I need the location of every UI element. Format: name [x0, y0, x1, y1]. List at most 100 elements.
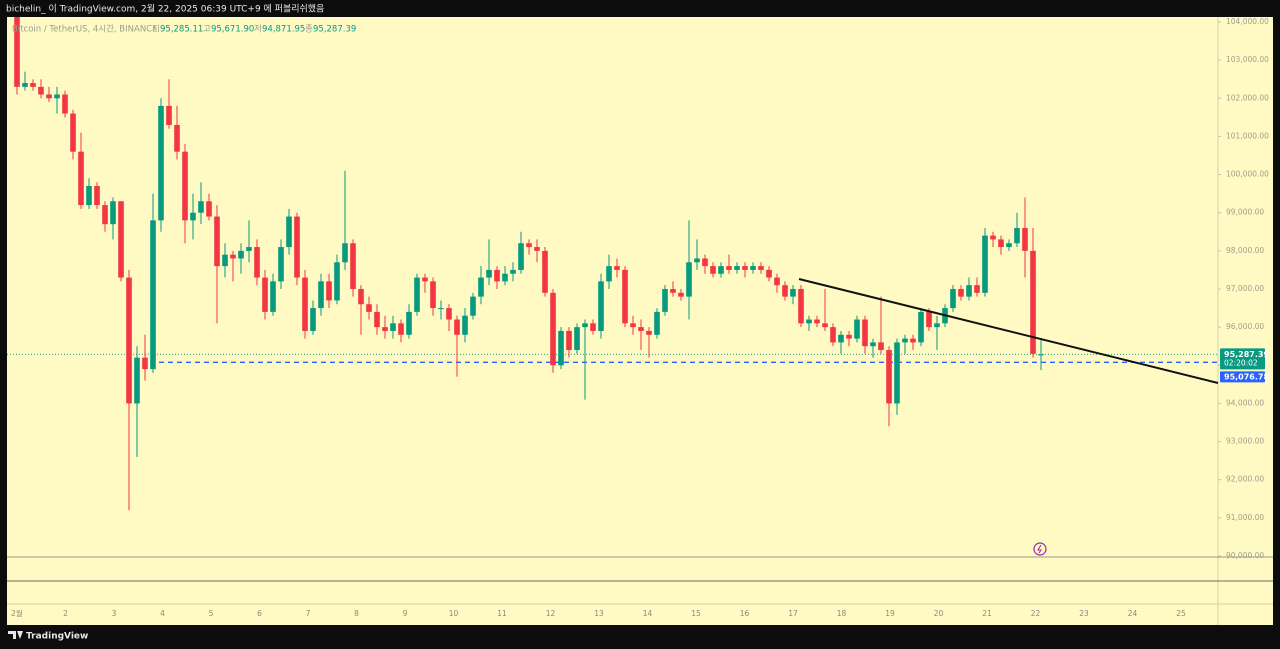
candle-body	[670, 289, 676, 293]
event-icon-bolt	[1037, 544, 1042, 554]
candle-body	[534, 247, 540, 251]
candle-body	[238, 250, 244, 259]
candle-body	[78, 151, 84, 206]
candle-body	[422, 277, 428, 282]
candle-body	[982, 235, 988, 293]
y-tick-label: 91,000.00	[1226, 513, 1264, 522]
candle-body	[510, 269, 516, 274]
candle-body	[838, 334, 844, 343]
candle-body	[446, 308, 452, 320]
ohlc-name: 시	[152, 25, 160, 35]
candle-body	[358, 289, 364, 305]
candle-body	[542, 250, 548, 293]
ohlc-value: 94,871.95	[262, 25, 305, 35]
candle-body	[342, 243, 348, 263]
candle-body	[742, 266, 748, 270]
ohlc-name: 고	[203, 25, 211, 35]
candle-body	[518, 243, 524, 270]
x-tick-label: 18	[837, 609, 847, 618]
x-tick-label: 17	[788, 609, 798, 618]
candle-body	[118, 201, 124, 278]
candle-body	[502, 273, 508, 282]
candle-body	[174, 124, 180, 152]
candle-body	[654, 311, 660, 335]
candle-body	[574, 327, 580, 351]
candle-body	[318, 281, 324, 309]
countdown: 02:20:02	[1224, 358, 1258, 367]
y-tick-label: 98,000.00	[1226, 246, 1264, 255]
candle-body	[966, 285, 972, 297]
candle-body	[1030, 250, 1036, 354]
candle-body	[494, 269, 500, 282]
candle-body	[1038, 354, 1044, 356]
candle-body	[326, 281, 332, 301]
candle-body	[630, 323, 636, 328]
candle-body	[814, 319, 820, 324]
header-text: bichelin_ 이 TradingView.com, 2월 22, 2025…	[6, 3, 324, 15]
candle-body	[398, 323, 404, 335]
support-box	[1220, 371, 1265, 383]
x-tick-label: 21	[982, 609, 992, 618]
candle-body	[286, 216, 292, 248]
candle-body	[862, 319, 868, 347]
candle-body	[166, 105, 172, 125]
candle-body	[782, 285, 788, 297]
ohlc-value: 95,287.39	[313, 25, 356, 35]
candle-body	[774, 277, 780, 286]
candle-body	[886, 350, 892, 404]
candle-body	[254, 247, 260, 278]
x-tick-label: 9	[403, 609, 408, 618]
x-tick-label: 6	[257, 609, 262, 618]
candle-body	[86, 186, 92, 206]
x-tick-label: 12	[546, 609, 556, 618]
candle-body	[54, 94, 60, 99]
last-price-label: 95,287.39	[1224, 350, 1269, 359]
candle-body	[846, 334, 852, 339]
candle-body	[190, 212, 196, 221]
candle-body	[462, 315, 468, 335]
candle-body	[222, 254, 228, 267]
candle-body	[430, 281, 436, 309]
x-tick-label: 11	[497, 609, 507, 618]
candle-body	[934, 323, 940, 328]
candle-body	[646, 330, 652, 335]
candle-body	[694, 258, 700, 263]
x-tick-label: 4	[160, 609, 165, 618]
candle-body	[46, 94, 52, 99]
candle-body	[598, 281, 604, 331]
x-tick-label: 14	[643, 609, 653, 618]
x-tick-label: 15	[691, 609, 701, 618]
candle-body	[270, 281, 276, 312]
candle-body	[198, 201, 204, 213]
candle-body	[454, 319, 460, 335]
candle-body	[558, 330, 564, 366]
candle-body	[262, 277, 268, 312]
ohlc-value: 95,671.90	[211, 25, 254, 35]
candle-body	[678, 292, 684, 297]
candle-body	[798, 289, 804, 324]
candle-body	[662, 289, 668, 312]
candle-body	[406, 311, 412, 335]
y-tick-label: 93,000.00	[1226, 437, 1264, 446]
y-tick-label: 90,000.00	[1226, 551, 1264, 560]
candle-body	[126, 277, 132, 404]
x-tick-label: 24	[1128, 609, 1138, 618]
candle-body	[230, 254, 236, 259]
candle-body	[902, 338, 908, 343]
candle-body	[830, 327, 836, 343]
candle-body	[894, 342, 900, 404]
x-tick-label: 23	[1079, 609, 1089, 618]
candle-body	[950, 289, 956, 309]
candle-body	[94, 186, 100, 206]
last-price-box	[1220, 348, 1265, 370]
candle-body	[758, 266, 764, 270]
candle-body	[686, 262, 692, 297]
symbol: Bitcoin / TetherUS, 4시간, BINANCE	[12, 24, 158, 35]
candle-body	[182, 151, 188, 221]
candle-body	[918, 311, 924, 343]
ohlc-value: 95,285.11	[160, 25, 203, 35]
chart-pane	[7, 17, 1273, 625]
candle-body	[470, 296, 476, 316]
y-tick-label: 97,000.00	[1226, 284, 1264, 293]
candle-body	[590, 323, 596, 331]
